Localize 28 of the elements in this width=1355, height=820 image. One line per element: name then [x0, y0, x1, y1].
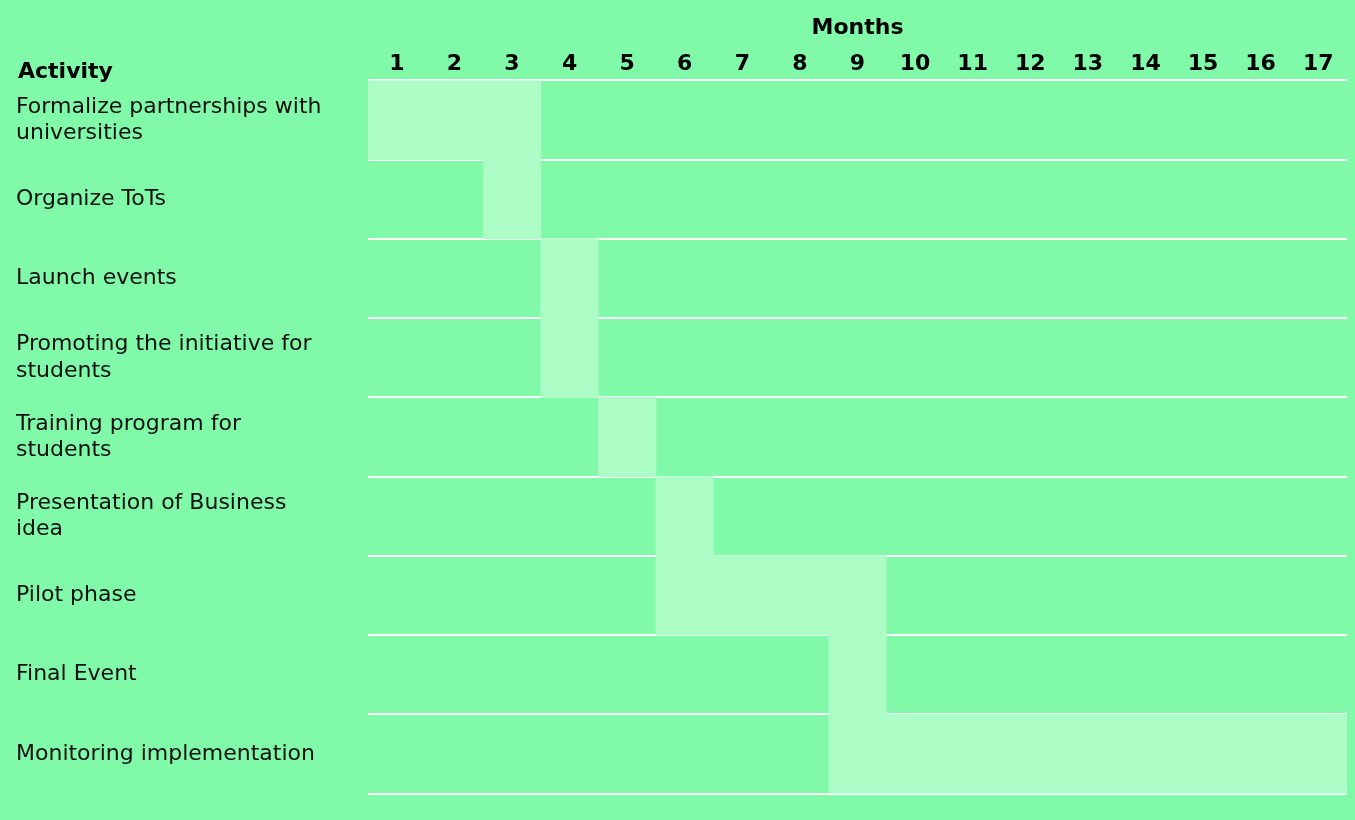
x-tick-label: 6: [677, 49, 693, 75]
x-tick-label: 13: [1072, 49, 1104, 75]
x-tick-label: 4: [561, 49, 578, 75]
x-tick-label: 2: [446, 49, 463, 75]
y-tick-label: Formalize partnerships with universities: [16, 92, 322, 144]
y-tick-label: Final Event: [16, 660, 138, 686]
y-tick-label: Training program for students: [15, 409, 242, 461]
x-tick-label: 7: [734, 49, 750, 75]
chart-title: Months: [811, 13, 904, 39]
x-tick-label: 3: [504, 49, 520, 75]
x-tick-label: 10: [899, 49, 931, 75]
x-tick-label: 5: [619, 49, 635, 75]
y-tick-label: Organize ToTs: [16, 184, 166, 210]
x-tick-label: 11: [957, 49, 988, 75]
y-axis-title: Activity: [18, 57, 113, 83]
x-tick-label: 1: [389, 49, 405, 75]
x-tick-label: 12: [1014, 49, 1046, 75]
y-tick-label: Promoting the initiative for students: [16, 330, 313, 382]
y-tick-label: Pilot phase: [16, 581, 137, 607]
x-tick-label: 14: [1130, 49, 1161, 75]
y-tick-label: Presentation of Business idea: [16, 488, 287, 541]
x-tick-label: 16: [1245, 49, 1276, 75]
x-tick-label: 9: [849, 49, 866, 75]
x-tick-label: 17: [1302, 49, 1334, 75]
y-tick-label: Monitoring implementation: [16, 739, 315, 765]
y-tick-label: Launch events: [16, 264, 177, 290]
x-tick-label: 8: [792, 49, 808, 75]
x-tick-label: 15: [1187, 49, 1219, 75]
